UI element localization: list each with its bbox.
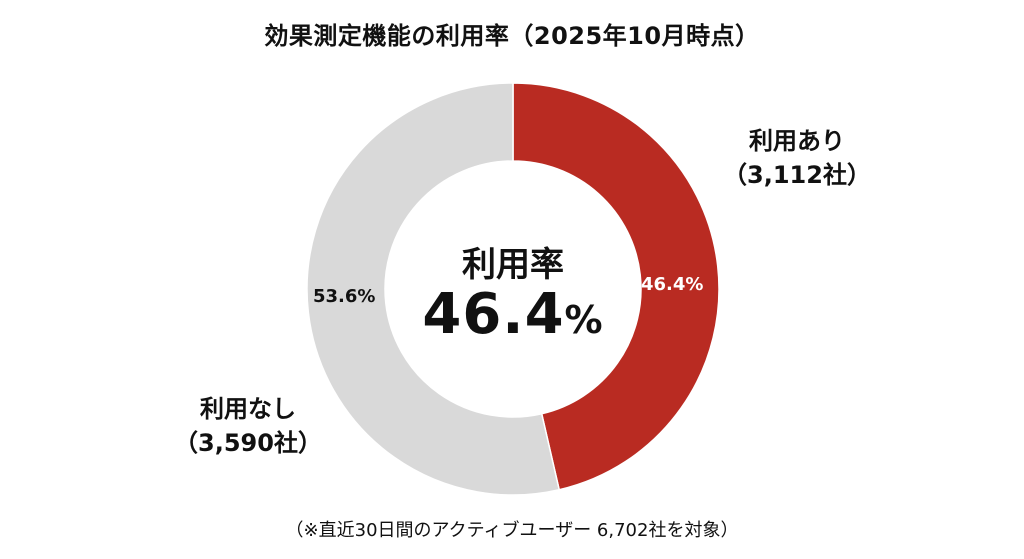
legend-used-count: （3,112社） <box>723 161 871 189</box>
legend-unused-name: 利用なし <box>200 395 296 423</box>
center-value-number: 46.4 <box>422 282 565 347</box>
footnote: （※直近30日間のアクティブユーザー 6,702社を対象） <box>285 520 739 541</box>
segment-used-percent: 46.4% <box>641 274 704 295</box>
legend-used: 利用あり （3,112社） <box>722 124 872 192</box>
legend-unused-count: （3,590社） <box>174 429 322 457</box>
center-caption: 利用率 <box>462 245 564 285</box>
segment-unused-percent: 53.6% <box>313 286 376 307</box>
segment-used <box>512 82 720 491</box>
center-value-unit: % <box>564 298 604 342</box>
chart-title: 効果測定機能の利用率（2025年10月時点） <box>264 22 760 50</box>
legend-unused: 利用なし （3,590社） <box>168 392 328 460</box>
center-value: 46.4% <box>413 282 613 347</box>
legend-used-name: 利用あり <box>749 127 845 155</box>
segment-unused <box>306 82 561 496</box>
